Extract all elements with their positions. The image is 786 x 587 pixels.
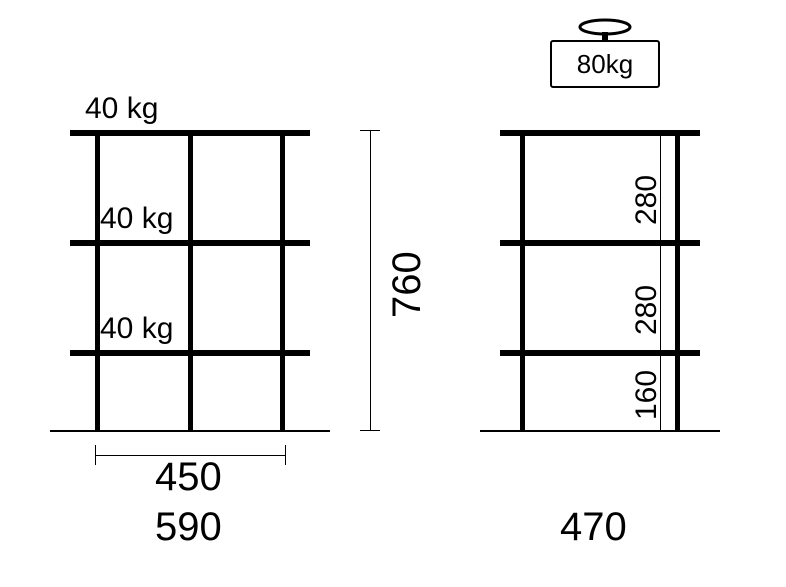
left-floor <box>50 430 330 432</box>
right-post-l <box>520 130 525 430</box>
right-shelf-2 <box>500 240 700 246</box>
left-dim-760-tick-bot <box>360 430 380 431</box>
right-floor <box>480 430 720 432</box>
left-load-1: 40 kg <box>85 92 158 126</box>
weight-handle-icon <box>575 18 635 42</box>
left-post-l <box>95 130 100 430</box>
left-outer-width-label: 590 <box>155 505 222 550</box>
top-load-label: 80kg <box>577 49 633 80</box>
right-shelf-1 <box>500 130 700 136</box>
left-dim-760-line <box>370 130 371 430</box>
right-tick-3 <box>650 350 670 351</box>
left-dim-450-tick-l <box>95 445 96 465</box>
right-tick-1 <box>650 130 670 131</box>
right-gap-1: 280 <box>630 175 664 225</box>
left-load-2: 40 kg <box>100 202 173 236</box>
left-height-label: 760 <box>385 251 430 318</box>
right-gap-2: 280 <box>630 285 664 335</box>
right-gap-3: 160 <box>630 370 664 420</box>
right-shelf-3 <box>500 350 700 356</box>
left-dim-760-tick-top <box>360 130 380 131</box>
right-post-r <box>675 130 680 430</box>
left-post-r <box>280 130 285 430</box>
top-load-box: 80kg <box>550 40 660 88</box>
diagram-canvas: 40 kg 40 kg 40 kg 760 450 590 80kg 280 2… <box>0 0 786 587</box>
left-dim-450-tick-r <box>285 445 286 465</box>
left-inner-width-label: 450 <box>155 455 222 500</box>
left-load-3: 40 kg <box>100 312 173 346</box>
right-tick-4 <box>650 430 670 431</box>
left-post-m <box>188 130 193 430</box>
right-outer-width-label: 470 <box>560 505 627 550</box>
right-tick-2 <box>650 240 670 241</box>
